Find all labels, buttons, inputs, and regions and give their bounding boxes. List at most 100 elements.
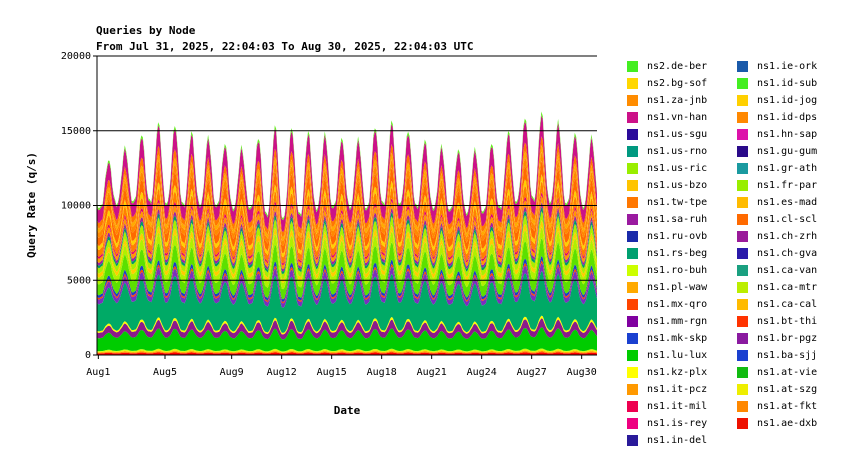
- legend-swatch: [737, 163, 748, 174]
- chart-title: Queries by Node: [96, 24, 196, 37]
- legend-swatch: [737, 418, 748, 429]
- legend-item-ns1.gu-gum: ns1.gu-gum: [737, 143, 817, 160]
- legend-swatch: [737, 231, 748, 242]
- series-area-ns1.at-szg: [97, 349, 597, 353]
- legend-swatch: [737, 214, 748, 225]
- legend-label: ns2.de-ber: [647, 61, 708, 72]
- y-tick-label-20000: 20000: [61, 51, 91, 62]
- legend-swatch: [627, 214, 638, 225]
- legend-swatch: [627, 401, 638, 412]
- legend-swatch: [627, 180, 638, 191]
- legend-item-ns1.us-bzo: ns1.us-bzo: [627, 177, 707, 194]
- legend-label: ns1.ie-ork: [757, 61, 818, 72]
- axis-layer: 0 5000 10000 15000 20000 Aug1 Aug5 Aug9 Aug12 Aug…: [61, 51, 597, 378]
- legend-label: ns1.gr-ath: [757, 163, 818, 174]
- legend-label: ns1.cl-scl: [757, 214, 818, 225]
- x-tick-label-Aug21: Aug21: [417, 367, 447, 378]
- legend-label: ns1.us-ric: [647, 163, 708, 174]
- series-area-ns1.ie-ork: [97, 160, 597, 254]
- legend-swatch: [737, 112, 748, 123]
- x-tick-label-Aug30: Aug30: [567, 367, 597, 378]
- legend-label: ns1.it-mil: [647, 401, 708, 412]
- legend-label: ns1.at-szg: [757, 384, 818, 395]
- legend-label: ns1.vn-han: [647, 112, 708, 123]
- legend-label: ns1.ca-cal: [757, 299, 818, 310]
- legend-swatch: [737, 78, 748, 89]
- legend-item-ns1.us-rno: ns1.us-rno: [627, 143, 707, 160]
- legend-swatch: [737, 333, 748, 344]
- legend-label: ns1.pl-waw: [647, 282, 708, 293]
- legend-item-ns1.us-sgu: ns1.us-sgu: [627, 126, 707, 143]
- series-area-ns1.bt-thi: [97, 315, 597, 335]
- legend-label: ns1.fr-par: [757, 180, 818, 191]
- legend-swatch: [627, 316, 638, 327]
- x-tick-label-Aug15: Aug15: [317, 367, 347, 378]
- series-area-ns1.id-jog: [97, 180, 597, 264]
- legend-swatch: [627, 367, 638, 378]
- legend-item-ns1.id-jog: ns1.id-jog: [737, 92, 817, 109]
- legend-item-ns1.mm-rgn: ns1.mm-rgn: [627, 313, 707, 330]
- series-area-ns1.cl-scl: [97, 226, 597, 290]
- legend-label: ns1.mx-qro: [647, 299, 708, 310]
- legend-swatch: [627, 299, 638, 310]
- legend-item-ns2.de-ber: ns2.de-ber: [627, 58, 707, 75]
- legend-item-ns1.id-sub: ns1.id-sub: [737, 75, 817, 92]
- legend-item-ns1.it-mil: ns1.it-mil: [627, 398, 707, 415]
- legend-item-ns1.fr-par: ns1.fr-par: [737, 177, 817, 194]
- legend-swatch: [627, 197, 638, 208]
- series-area-ns1.at-vie: [97, 348, 597, 353]
- y-tick-label-5000: 5000: [67, 275, 91, 286]
- legend-label: ns2.bg-sof: [647, 78, 708, 89]
- x-tick-label-Aug9: Aug9: [220, 367, 244, 378]
- legend-swatch: [627, 163, 638, 174]
- legend-label: ns1.ch-zrh: [757, 231, 818, 242]
- legend-label: ns1.ch-gva: [757, 248, 818, 259]
- legend-swatch: [737, 401, 748, 412]
- legend-item-ns1.ae-dxb: ns1.ae-dxb: [737, 415, 817, 432]
- legend-item-ns1.it-pcz: ns1.it-pcz: [627, 381, 707, 398]
- legend-swatch: [627, 384, 638, 395]
- legend-swatch: [627, 112, 638, 123]
- legend-column-2: ns1.ie-ork ns1.id-sub ns1.id-jog ns1.id-dps…: [737, 58, 817, 432]
- legend-label: ns1.ba-sjj: [757, 350, 818, 361]
- legend-label: ns1.id-jog: [757, 95, 818, 106]
- chart-subtitle: From Jul 31, 2025, 22:04:03 To Aug 30, 2…: [96, 40, 474, 53]
- legend-item-ns1.ch-gva: ns1.ch-gva: [737, 245, 817, 262]
- legend-swatch: [737, 146, 748, 157]
- legend-item-ns1.ca-cal: ns1.ca-cal: [737, 296, 817, 313]
- legend-label: ns1.it-pcz: [647, 384, 708, 395]
- legend-item-ns1.lu-lux: ns1.lu-lux: [627, 347, 707, 364]
- legend-label: ns1.lu-lux: [647, 350, 708, 361]
- legend-item-ns1.es-mad: ns1.es-mad: [737, 194, 817, 211]
- x-axis-label: Date: [334, 404, 361, 417]
- legend-item-ns1.br-pgz: ns1.br-pgz: [737, 330, 817, 347]
- legend-item-ns2.bg-sof: ns2.bg-sof: [627, 75, 707, 92]
- legend-item-ns1.tw-tpe: ns1.tw-tpe: [627, 194, 707, 211]
- legend-swatch: [737, 61, 748, 72]
- legend-swatch: [627, 265, 638, 276]
- legend-label: ns1.at-fkt: [757, 401, 818, 412]
- legend-swatch: [737, 265, 748, 276]
- legend-swatch: [627, 435, 638, 446]
- legend-swatch: [737, 180, 748, 191]
- x-tick-label-Aug5: Aug5: [153, 367, 177, 378]
- legend-item-ns1.hn-sap: ns1.hn-sap: [737, 126, 817, 143]
- legend-swatch: [737, 95, 748, 106]
- legend-label: ns1.ca-mtr: [757, 282, 818, 293]
- legend-swatch: [737, 350, 748, 361]
- x-tick-label-Aug12: Aug12: [267, 367, 297, 378]
- x-tick-label-Aug1: Aug1: [86, 367, 110, 378]
- legend-item-ns1.ca-mtr: ns1.ca-mtr: [737, 279, 817, 296]
- y-tick-label-0: 0: [85, 350, 91, 361]
- legend-swatch: [627, 231, 638, 242]
- legend-label: ns1.is-rey: [647, 418, 708, 429]
- legend-label: ns1.id-sub: [757, 78, 818, 89]
- legend-item-ns1.cl-scl: ns1.cl-scl: [737, 211, 817, 228]
- legend-item-ns1.ru-ovb: ns1.ru-ovb: [627, 228, 707, 245]
- legend-swatch: [737, 316, 748, 327]
- legend-label: ns1.mm-rgn: [647, 316, 708, 327]
- legend-label: ns1.id-dps: [757, 112, 818, 123]
- legend-label: ns1.ca-van: [757, 265, 818, 276]
- y-axis-label: Query Rate (q/s): [25, 152, 38, 258]
